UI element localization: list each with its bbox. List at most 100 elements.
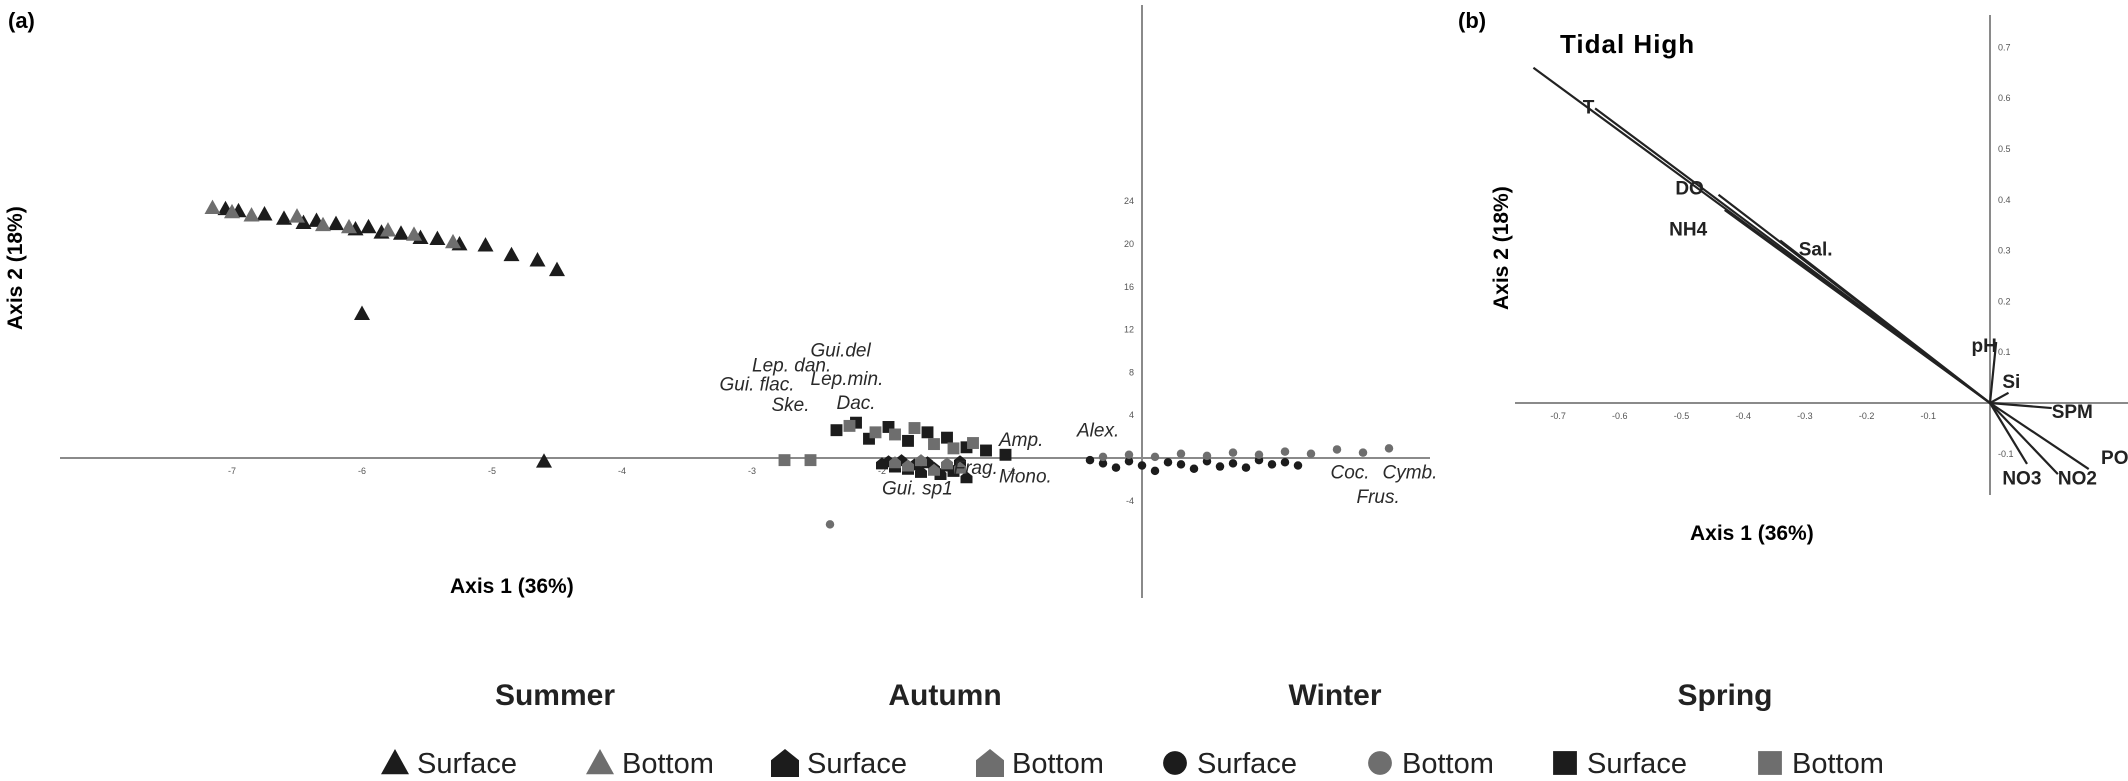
data-point	[941, 431, 953, 444]
y-tick-label: 8	[1129, 367, 1134, 377]
vector-label: Sal.	[1799, 240, 1833, 261]
y-tick-label: 16	[1124, 282, 1134, 292]
vector-label: DO	[1675, 179, 1704, 200]
data-point	[549, 261, 565, 277]
data-point	[503, 246, 520, 262]
data-point	[204, 199, 221, 215]
legend-season-label: Winter	[1288, 679, 1381, 712]
data-point	[1124, 456, 1134, 466]
species-label: Ske.	[772, 395, 810, 416]
legend-surface-label: Surface	[1197, 748, 1297, 780]
species-label: Lep. dan.	[752, 355, 831, 376]
data-point	[902, 434, 914, 447]
vector-label: NH4	[1669, 219, 1707, 240]
panel-b-y-tick-labels: -0.1 0.1 0.2 0.3 0.4 0.5 0.6 0.7	[1998, 42, 2014, 458]
data-point	[941, 457, 953, 470]
y-tick-label: 0.5	[1998, 144, 2011, 154]
x-tick-label: -0.2	[1859, 411, 1875, 421]
species-label: Dac.	[837, 393, 876, 414]
legend-surface-marker	[381, 749, 409, 775]
legend-surface-label: Surface	[1587, 748, 1687, 780]
data-point	[224, 203, 240, 219]
vector-line	[1989, 391, 2010, 404]
x-tick-label: -7	[228, 466, 236, 476]
data-point	[902, 459, 914, 472]
data-point	[908, 422, 921, 434]
panel-b-x-axis-label: Axis 1 (36%)	[1690, 522, 1814, 545]
data-point	[1241, 463, 1251, 472]
legend-season-label: Summer	[495, 679, 615, 712]
x-tick-label: -0.1	[1921, 411, 1937, 421]
data-point	[869, 426, 882, 439]
panel-b-y-axis-label: Axis 2 (18%)	[1490, 186, 1513, 310]
data-point	[315, 216, 331, 232]
y-tick-label: 12	[1124, 325, 1134, 335]
panel-a-y-tick-labels: -4 4 8 12 16 20 24	[1124, 196, 1134, 506]
data-point	[1280, 458, 1290, 467]
x-tick-label: -0.7	[1550, 411, 1566, 421]
data-point	[1384, 444, 1394, 453]
species-label: Coc.	[1331, 462, 1370, 483]
data-point	[380, 222, 396, 237]
data-point	[429, 230, 446, 246]
data-point	[889, 456, 901, 469]
data-point	[1280, 447, 1290, 456]
vector-label: Si	[2002, 372, 2020, 393]
data-point	[843, 419, 856, 432]
data-point	[825, 520, 835, 529]
x-tick-label: -5	[488, 466, 496, 476]
y-tick-label: -4	[1126, 496, 1134, 506]
data-point	[928, 463, 940, 476]
data-point	[529, 252, 546, 267]
data-point	[960, 471, 973, 484]
x-tick-label: -3	[748, 466, 756, 476]
vector-label: T	[1583, 97, 1595, 118]
data-point	[341, 218, 357, 234]
data-point	[1189, 464, 1199, 473]
y-tick-label: 4	[1129, 410, 1134, 420]
vector-label: PO4	[2101, 448, 2128, 469]
data-point	[1332, 445, 1342, 454]
data-point	[1306, 449, 1316, 458]
panel-b-vector-labels: T DO NH4 Sal. pH Si SPM PO4NO2 NO3	[1583, 97, 2128, 489]
data-point	[1293, 461, 1303, 470]
y-tick-label: 0.3	[1998, 246, 2011, 256]
data-point	[1267, 460, 1277, 469]
vector-line	[1779, 239, 1991, 404]
data-point	[967, 437, 979, 449]
panel-a-label: (a)	[8, 8, 35, 33]
data-point	[915, 465, 927, 478]
panel-a-x-tick-labels: -7 -6 -5 -4 -3 -2 -1	[228, 466, 1016, 476]
legend-bottom-label: Bottom	[1012, 748, 1104, 780]
data-point	[1098, 452, 1108, 462]
vector-label: NO2	[2058, 468, 2097, 489]
panel-a-data-points	[204, 199, 1394, 529]
vector-label: NO3	[2002, 468, 2041, 489]
data-point	[921, 426, 934, 439]
x-tick-label: -0.3	[1797, 411, 1813, 421]
data-point	[445, 233, 461, 249]
vector-line	[1989, 402, 2028, 465]
y-tick-label: 0.7	[1998, 42, 2011, 52]
y-tick-label: -0.1	[1998, 449, 2014, 459]
data-point	[1124, 450, 1134, 460]
data-point	[477, 237, 494, 252]
data-point	[1176, 460, 1186, 469]
legend-surface-label: Surface	[417, 748, 517, 780]
data-point	[882, 421, 895, 433]
data-point	[328, 215, 344, 231]
data-point	[393, 225, 409, 240]
species-label: Lep.min.	[811, 369, 884, 390]
legend-bottom-label: Bottom	[1402, 748, 1494, 780]
data-point	[1215, 462, 1225, 471]
data-point	[804, 454, 817, 467]
data-point	[1085, 455, 1095, 465]
data-point	[915, 454, 927, 467]
species-label: Alex.	[1076, 421, 1119, 442]
data-point	[1228, 448, 1238, 457]
data-point	[1254, 450, 1264, 460]
data-point	[1202, 451, 1212, 461]
x-tick-label: -0.4	[1735, 411, 1751, 421]
y-tick-label: 20	[1124, 239, 1134, 249]
